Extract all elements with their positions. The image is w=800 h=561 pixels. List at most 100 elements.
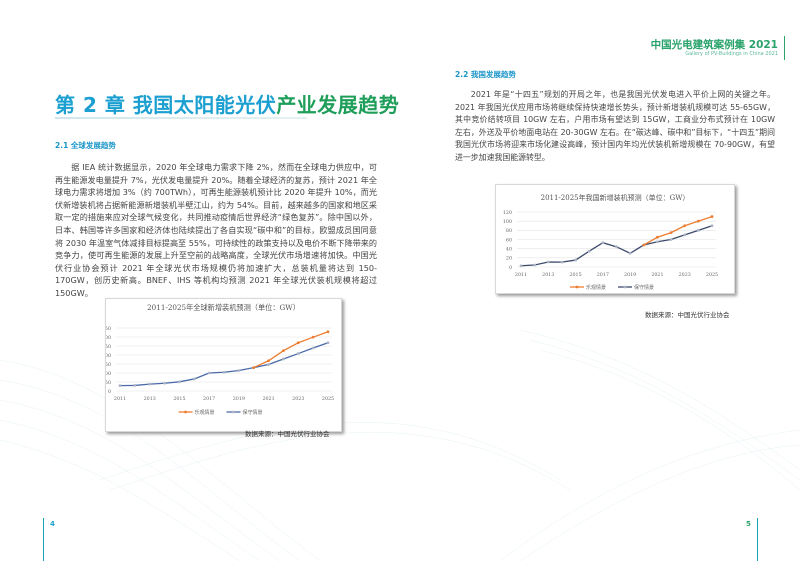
y-tick-label: 0	[509, 265, 512, 271]
data-point	[683, 233, 687, 237]
data-point	[710, 224, 714, 228]
x-tick-label: 2011	[515, 272, 527, 278]
x-tick-label: 2015	[173, 396, 185, 402]
data-point	[326, 341, 330, 345]
data-point	[267, 363, 270, 366]
legend-marker	[623, 285, 627, 289]
y-tick-label: 350	[106, 326, 111, 332]
data-point	[533, 263, 537, 267]
left-page-margin-line	[43, 518, 44, 561]
x-tick-label: 2025	[706, 272, 718, 278]
header-divider	[784, 36, 785, 60]
data-point	[118, 384, 122, 387]
page-number-right: 5	[746, 520, 751, 528]
global-chart-box: 2011-2025年全球新增装机预测（单位：GW） 0 50 100 150 200 250…	[102, 298, 342, 432]
right-page-margin-line	[757, 518, 758, 561]
china-chart-box: 2011-2025年我国新增装机预测（单位：GW） 0 20 40 60 80 100 120…	[495, 184, 735, 294]
x-tick-label: 2013	[144, 396, 156, 402]
y-tick-label: 100	[503, 219, 512, 225]
data-point	[311, 346, 315, 350]
data-point	[252, 366, 256, 369]
legend-label: 乐观情景	[586, 284, 606, 291]
data-point	[148, 382, 152, 386]
data-point	[601, 241, 605, 245]
publication-subtitle: Gallery of PV-Buildings in China 2021	[685, 51, 778, 57]
y-tick-label: 200	[106, 353, 111, 359]
data-point	[683, 224, 687, 228]
data-point	[133, 384, 137, 387]
global-chart-source: 数据来源：中国光伏行业协会	[245, 430, 330, 438]
series-line-乐观情景	[253, 331, 329, 369]
data-point	[296, 352, 300, 355]
data-point	[628, 251, 632, 255]
data-point	[222, 370, 226, 374]
series-line-乐观情景	[643, 215, 713, 246]
x-tick-label: 2019	[624, 272, 636, 278]
y-tick-label: 300	[106, 335, 111, 341]
y-tick-label: 120	[503, 210, 512, 216]
y-tick-label: 60	[506, 237, 512, 243]
data-point	[710, 215, 714, 218]
data-point	[296, 341, 300, 345]
y-tick-label: 0	[108, 389, 111, 395]
x-tick-label: 2023	[292, 396, 304, 402]
legend-marker	[575, 285, 579, 289]
china-installation-chart: 2011-2025年我国新增装机预测（单位：GW） 0 20 40 60 80 100 120…	[503, 193, 718, 291]
data-point	[311, 335, 315, 339]
x-tick-label: 2013	[542, 272, 554, 278]
data-point	[696, 228, 700, 232]
data-point	[669, 231, 673, 235]
x-tick-label: 2019	[233, 396, 245, 402]
data-point	[282, 357, 285, 361]
data-point	[207, 371, 211, 375]
data-point	[587, 249, 591, 253]
y-tick-label: 20	[506, 256, 512, 262]
data-point	[574, 258, 577, 262]
y-tick-label: 40	[506, 246, 512, 252]
data-point	[237, 369, 241, 372]
data-point	[615, 245, 618, 249]
y-tick-label: 250	[106, 344, 111, 350]
chapter-underline	[55, 117, 307, 119]
chapter-title-part-2: 产业发展趋势	[276, 93, 400, 117]
legend-label: 保守情景	[243, 409, 263, 416]
y-tick-label: 150	[106, 362, 111, 368]
china-trend-paragraph: 2021 年是“十四五”规划的开局之年，也是我国光伏发电进入平价上网的关键之年。…	[455, 90, 775, 162]
x-tick-label: 2021	[651, 272, 663, 278]
data-point	[656, 235, 659, 239]
data-point	[669, 238, 673, 241]
x-tick-label: 2017	[203, 396, 215, 402]
data-point	[642, 243, 646, 247]
legend-label: 保守情景	[634, 284, 654, 291]
x-tick-label: 2023	[679, 272, 691, 278]
section-title-global: 2.1 全球发展趋势	[55, 141, 116, 150]
y-tick-label: 80	[506, 228, 512, 234]
chapter-title-part-1: 第 2 章 我国太阳能光伏	[55, 93, 277, 117]
publication-title: 中国光电建筑案例集 2021	[650, 39, 778, 51]
data-point	[546, 260, 550, 264]
section-title-china: 2.2 我国发展趋势	[455, 70, 516, 79]
legend-marker	[184, 410, 187, 414]
data-point	[192, 377, 196, 381]
data-point	[519, 264, 523, 268]
global-trend-paragraph: 据 IEA 统计数据显示，2020 年全球电力需求下降 2%，然而在全球电力供应…	[55, 162, 377, 298]
chart-title: 2011-2025年我国新增装机预测（单位：GW）	[541, 193, 690, 202]
x-tick-label: 2021	[262, 396, 274, 402]
x-tick-label: 2017	[597, 272, 609, 278]
global-installation-chart: 2011-2025年全球新增装机预测（单位：GW） 0 50 100 150 200 250…	[102, 303, 334, 416]
data-point	[267, 359, 270, 363]
data-point	[326, 330, 330, 334]
y-tick-label: 50	[106, 380, 111, 386]
data-point	[696, 219, 700, 223]
legend-marker	[232, 410, 235, 414]
y-tick-label: 100	[106, 371, 111, 377]
x-tick-label: 2025	[322, 396, 334, 402]
data-point	[282, 349, 285, 353]
china-chart-source: 数据来源：中国光伏行业协会	[645, 311, 730, 319]
x-tick-label: 2015	[569, 272, 581, 278]
page-number-left: 4	[50, 520, 55, 528]
chapter-title: 第 2 章 我国太阳能光伏产业发展趋势	[55, 89, 399, 118]
data-point	[163, 381, 166, 385]
data-point	[178, 380, 181, 384]
x-tick-label: 2011	[114, 396, 126, 402]
